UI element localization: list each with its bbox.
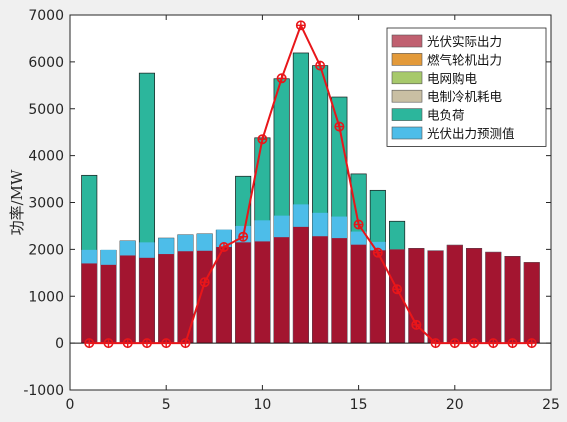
bar-gas-turbine bbox=[293, 226, 309, 344]
legend-swatch bbox=[391, 71, 423, 85]
legend-label: 电网购电 bbox=[427, 71, 478, 86]
bar-gas-turbine bbox=[254, 241, 271, 344]
y-tick-label: 4000 bbox=[28, 149, 64, 165]
y-tick-label: 0 bbox=[55, 336, 64, 352]
legend-box bbox=[386, 27, 547, 147]
bar-gas-turbine bbox=[447, 245, 463, 344]
y-tick-label: 1000 bbox=[28, 289, 64, 305]
bar-gas-turbine bbox=[427, 250, 444, 344]
bar-gas-turbine bbox=[216, 247, 232, 344]
bar-gas-turbine bbox=[389, 249, 405, 344]
legend-label: 光伏出力预测值 bbox=[427, 126, 515, 141]
x-tick-label: 20 bbox=[446, 397, 464, 413]
bar-gas-turbine bbox=[504, 256, 521, 344]
x-tick-label: 5 bbox=[162, 397, 171, 413]
bar-gas-turbine bbox=[273, 237, 290, 344]
legend-swatch bbox=[391, 53, 423, 66]
y-tick-label: -1000 bbox=[23, 383, 64, 399]
bar-gas-turbine bbox=[331, 238, 348, 344]
y-axis-label: 功率/MW bbox=[8, 169, 26, 235]
bar-gas-turbine bbox=[120, 255, 136, 344]
y-tick-label: 3000 bbox=[28, 196, 64, 212]
x-tick-label: 25 bbox=[542, 397, 560, 413]
x-tick-label: 0 bbox=[66, 397, 75, 413]
legend-label: 光伏实际出力 bbox=[427, 34, 502, 49]
bar-gas-turbine bbox=[139, 257, 155, 344]
bar-gas-turbine bbox=[81, 263, 97, 344]
bar-gas-turbine bbox=[350, 244, 367, 344]
bar-gas-turbine bbox=[485, 252, 501, 344]
legend-swatch bbox=[391, 108, 423, 121]
bar-gas-turbine bbox=[524, 262, 540, 344]
bar-gas-turbine bbox=[370, 250, 386, 344]
y-tick-label: 7000 bbox=[28, 8, 64, 24]
legend-label: 燃气轮机出力 bbox=[427, 52, 502, 67]
bar-gas-turbine bbox=[158, 254, 174, 344]
bars bbox=[81, 52, 540, 344]
bar-gas-turbine bbox=[100, 264, 117, 344]
bar-gas-turbine bbox=[466, 248, 482, 344]
legend-swatch bbox=[391, 126, 423, 140]
x-tick-label: 15 bbox=[350, 397, 368, 413]
y-tick-label: 6000 bbox=[28, 55, 64, 71]
bar-gas-turbine bbox=[235, 242, 251, 344]
legend-swatch bbox=[391, 89, 423, 103]
legend-swatch bbox=[391, 34, 423, 48]
y-tick-label: 5000 bbox=[28, 102, 64, 118]
legend-label: 电制冷机耗电 bbox=[427, 89, 503, 104]
bar-gas-turbine bbox=[312, 236, 328, 344]
x-tick-label: 10 bbox=[253, 397, 271, 413]
bar-gas-turbine bbox=[177, 251, 194, 344]
y-tick-label: 2000 bbox=[28, 242, 64, 258]
legend-label: 电负荷 bbox=[427, 108, 465, 123]
